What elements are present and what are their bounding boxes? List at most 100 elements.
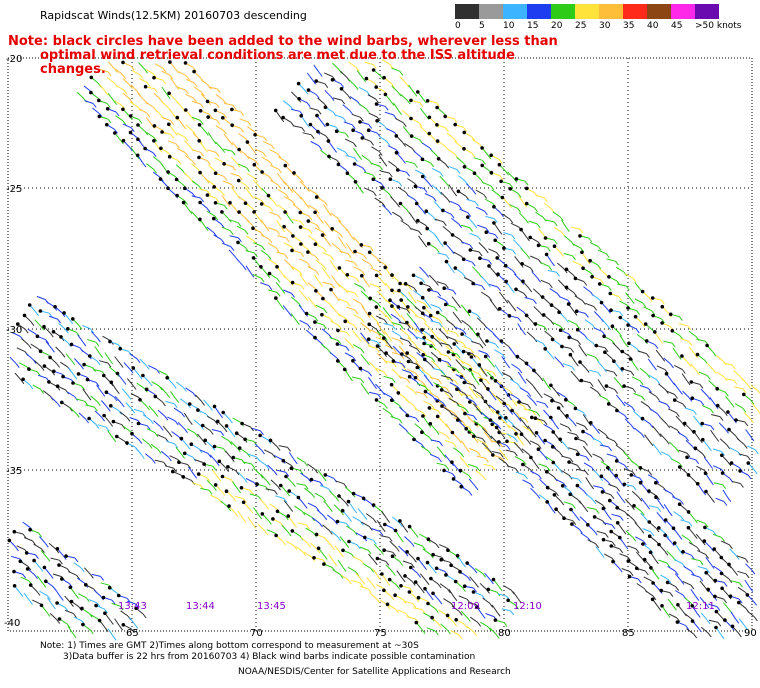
wind-barb	[491, 450, 501, 454]
wind-barb-flag	[533, 299, 537, 305]
wind-barb-flag	[229, 230, 234, 235]
wind-barb-flag	[122, 380, 127, 385]
wind-barb	[191, 180, 200, 187]
contamination-circle	[297, 97, 301, 101]
wind-barb	[359, 546, 369, 551]
contamination-circle	[81, 622, 85, 627]
wind-barb	[634, 282, 641, 290]
wind-barb-flag	[337, 340, 342, 345]
wind-barb	[637, 350, 647, 355]
wind-barb	[538, 463, 548, 468]
colorbar-swatch	[479, 4, 503, 19]
wind-barb	[580, 532, 589, 539]
wind-barb	[617, 283, 627, 287]
wind-barb	[310, 542, 318, 550]
wind-barb	[317, 97, 325, 105]
wind-barb	[160, 450, 169, 458]
wind-barb-flag	[38, 532, 42, 538]
wind-barb	[323, 204, 330, 213]
wind-barb	[407, 431, 415, 439]
wind-barb	[690, 363, 697, 372]
contamination-circle	[719, 571, 724, 576]
contamination-circle	[499, 339, 504, 343]
wind-barb	[547, 269, 557, 273]
contamination-circle	[491, 453, 495, 457]
wind-barb	[358, 103, 367, 110]
wind-barb	[673, 511, 682, 518]
contamination-circle	[213, 171, 218, 175]
wind-barb	[76, 91, 84, 99]
contamination-circle	[53, 305, 57, 309]
contamination-circle	[480, 163, 485, 168]
wind-barb	[647, 358, 654, 367]
contamination-circle	[500, 195, 505, 200]
wind-barb-flag	[706, 395, 711, 400]
wind-barb-flag	[527, 440, 532, 445]
wind-barb	[721, 540, 730, 546]
wind-barb-flag	[300, 285, 305, 290]
contamination-circle	[496, 272, 500, 277]
wind-barb	[400, 328, 409, 336]
wind-barb	[396, 570, 403, 579]
contamination-circle	[498, 416, 502, 420]
wind-barb-flag	[109, 620, 114, 625]
wind-barb	[249, 493, 259, 497]
wind-barb	[283, 181, 291, 189]
wind-barb	[354, 283, 363, 288]
wind-barb	[329, 351, 338, 359]
wind-barb	[475, 206, 485, 212]
wind-barb	[11, 555, 21, 560]
wind-barb	[45, 340, 52, 349]
wind-barb-flag	[207, 453, 212, 458]
wind-barb	[719, 438, 728, 446]
wind-barb	[245, 265, 252, 274]
wind-barb	[513, 442, 521, 450]
wind-barb-flag	[360, 189, 364, 194]
wind-barb	[695, 533, 703, 542]
wind-barb-flag	[369, 263, 374, 269]
wind-barb	[751, 402, 758, 411]
wind-barb	[470, 372, 477, 382]
wind-barb-flag	[314, 316, 319, 322]
wind-barb	[345, 290, 355, 294]
wind-barb-flag	[381, 527, 386, 533]
contamination-circle	[549, 415, 553, 420]
contamination-circle	[60, 577, 64, 581]
wind-barb-flag	[721, 451, 725, 456]
wind-barb	[392, 211, 401, 218]
wind-barb	[89, 613, 98, 620]
wind-barb-flag	[22, 533, 27, 539]
wind-barb-flag	[200, 152, 205, 157]
wind-barb	[115, 68, 124, 76]
wind-barb	[73, 616, 83, 622]
contamination-circle	[136, 421, 141, 426]
wind-barb-flag	[455, 368, 460, 374]
contamination-circle	[374, 398, 379, 402]
wind-barb-flag	[431, 357, 436, 363]
wind-barb	[597, 249, 607, 255]
wind-barb	[291, 188, 299, 196]
wind-barb	[314, 492, 324, 498]
wind-barb	[329, 490, 337, 498]
wind-barb	[101, 400, 108, 408]
wind-barb	[365, 513, 374, 520]
wind-barb-flag	[270, 144, 275, 150]
contamination-circle	[290, 529, 295, 533]
wind-barb-flag	[396, 584, 401, 590]
contamination-circle	[411, 273, 416, 278]
wind-barb-flag	[462, 273, 466, 278]
wind-barb-flag	[481, 594, 486, 600]
contamination-circle	[57, 563, 61, 567]
contamination-circle	[253, 133, 257, 137]
wind-barb	[663, 504, 670, 513]
wind-barb-flag	[412, 603, 417, 609]
contamination-circle	[654, 480, 658, 485]
contamination-circle	[134, 606, 138, 610]
wind-barb	[65, 353, 73, 362]
wind-barb-flag	[413, 219, 418, 225]
wind-barb-flag	[65, 328, 69, 334]
wind-barb-flag	[461, 587, 466, 592]
contamination-circle	[80, 606, 84, 611]
wind-barb-flag	[379, 75, 384, 81]
wind-barb-flag	[96, 401, 101, 406]
